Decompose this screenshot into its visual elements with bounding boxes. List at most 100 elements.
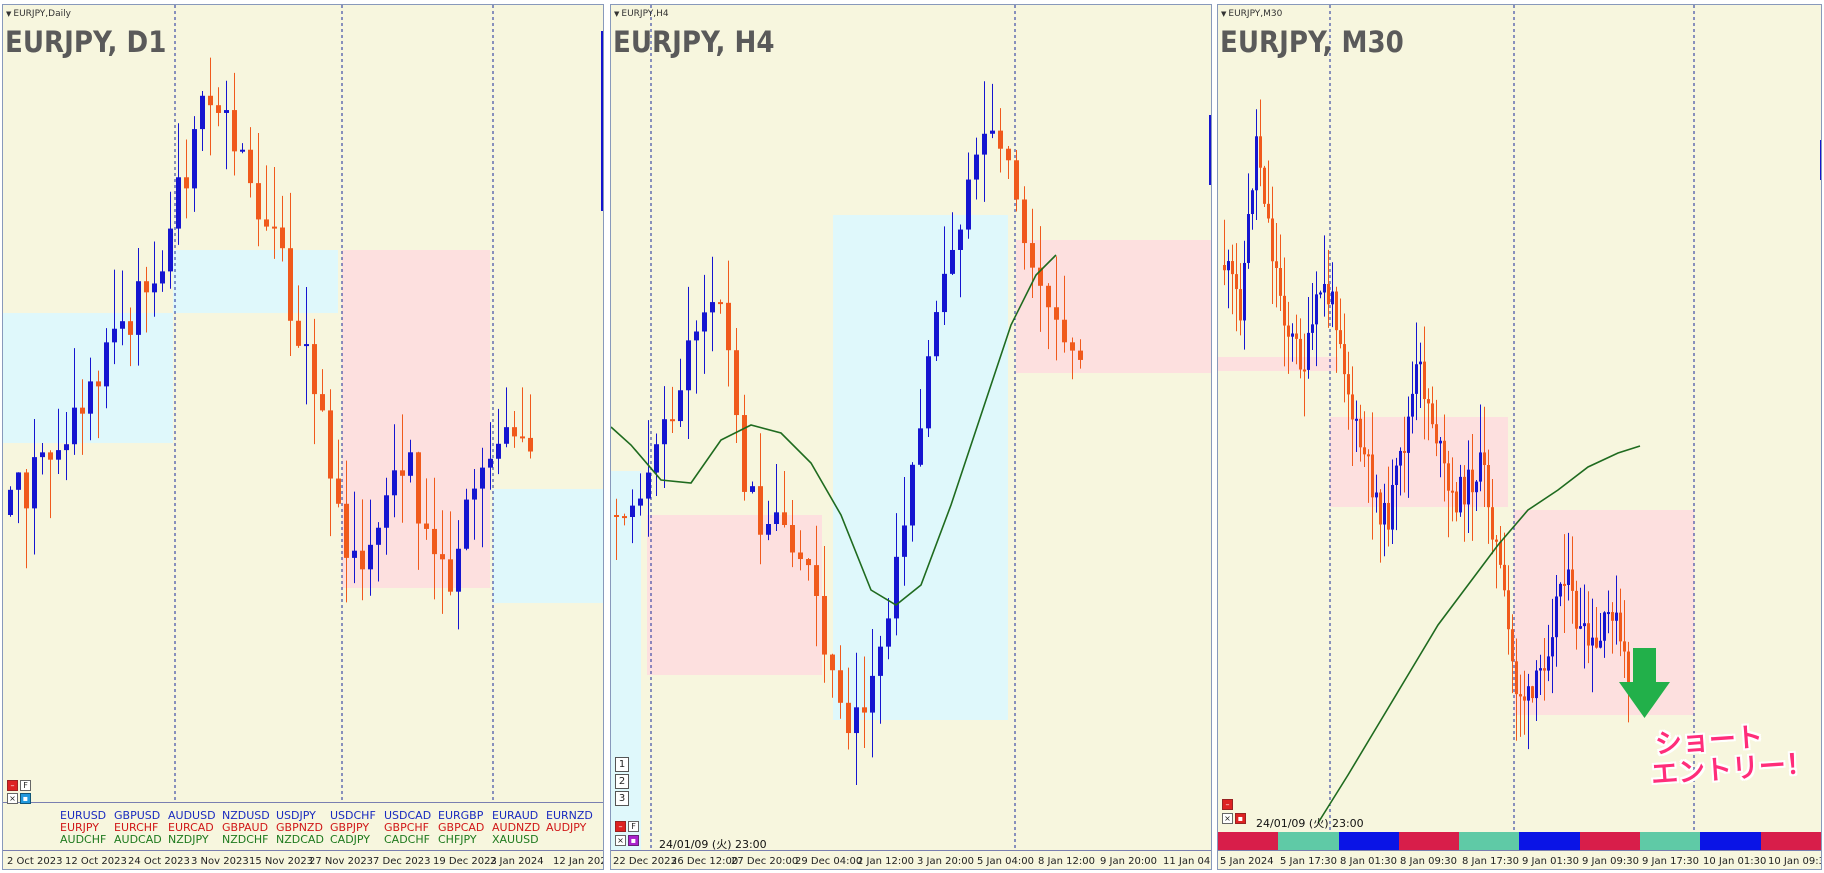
strength-segment — [1579, 832, 1641, 851]
close-icon[interactable]: × — [615, 835, 626, 846]
time-axis-label: 19 Dec 2023 — [433, 856, 497, 867]
strength-segment — [1338, 832, 1399, 851]
candle-body — [790, 525, 795, 553]
currency-pair-audchf[interactable]: AUDCHF — [60, 833, 107, 846]
candle-body — [1259, 136, 1262, 168]
candle-body — [288, 248, 293, 321]
candle-body — [982, 133, 987, 155]
chart-window-daily[interactable]: ▼ EURJPY,Daily EURJPY, D1 – F × ▪ EURUSD G… — [2, 4, 604, 870]
currency-pair-cadchf[interactable]: CADCHF — [384, 833, 430, 846]
settings-icon[interactable]: ▪ — [1235, 813, 1246, 824]
currency-pair-cadjpy[interactable]: CADJPY — [330, 833, 371, 846]
settings-icon[interactable]: ▪ — [20, 793, 31, 804]
currency-pair-euraud[interactable]: EURAUD — [492, 809, 539, 822]
currency-pair-nzdchf[interactable]: NZDCHF — [222, 833, 269, 846]
currency-pair-eurcad[interactable]: EURCAD — [168, 821, 214, 834]
h4-chart-canvas[interactable] — [611, 5, 1212, 870]
currency-pair-audusd[interactable]: AUDUSD — [168, 809, 216, 822]
chart-window-h4[interactable]: ▼ EURJPY,H4 EURJPY, H4 1 2 3 – F × ▪ 24/0… — [610, 4, 1212, 870]
candle-body — [1415, 364, 1418, 394]
strength-segment — [1519, 832, 1580, 851]
candle-body — [1483, 452, 1486, 466]
time-axis-label: 10 Jan 01:30 — [1703, 856, 1767, 867]
candle-body — [1427, 399, 1430, 404]
candle-body — [432, 528, 437, 555]
f-button[interactable]: F — [20, 780, 31, 791]
close-icon[interactable]: × — [7, 793, 18, 804]
candle-body — [1575, 590, 1578, 629]
currency-pair-xauusd[interactable]: XAUUSD — [492, 833, 539, 846]
timeframe-button-2[interactable]: 2 — [615, 774, 629, 789]
candle-body — [520, 436, 525, 439]
currency-pair-gbpusd[interactable]: GBPUSD — [114, 809, 161, 822]
candle-body — [328, 410, 333, 479]
datetime-label: 24/01/09 (火) 23:00 — [1256, 817, 1364, 830]
currency-pair-gbpchf[interactable]: GBPCHF — [384, 821, 429, 834]
candle-body — [1247, 214, 1250, 263]
currency-pair-audjpy[interactable]: AUDJPY — [546, 821, 587, 834]
candle-body — [64, 444, 69, 451]
close-icon[interactable]: × — [1222, 813, 1233, 824]
candle-body — [934, 312, 939, 357]
currency-pair-eurusd[interactable]: EURUSD — [60, 809, 107, 822]
currency-pair-eurgbp[interactable]: EURGBP — [438, 809, 484, 822]
currency-pair-eurnzd[interactable]: EURNZD — [546, 809, 593, 822]
candle-body — [1583, 623, 1586, 627]
f-button[interactable]: F — [628, 821, 639, 832]
candle-body — [1555, 596, 1558, 638]
range-box — [173, 250, 338, 313]
currency-pair-nzdcad[interactable]: NZDCAD — [276, 833, 324, 846]
candle-body — [854, 707, 859, 734]
candle-body — [344, 503, 349, 558]
candle-body — [16, 472, 21, 490]
candle-body — [184, 177, 189, 189]
timeframe-button-1[interactable]: 1 — [615, 757, 629, 772]
currency-pair-gbpcad[interactable]: GBPCAD — [438, 821, 485, 834]
candle-body — [264, 219, 269, 227]
minimize-icon[interactable]: – — [1222, 799, 1233, 810]
minimize-icon[interactable]: – — [615, 821, 626, 832]
candle-body — [1491, 507, 1494, 540]
minimize-icon[interactable]: – — [7, 780, 18, 791]
settings-icon[interactable]: ▪ — [628, 835, 639, 846]
currency-pair-eurjpy[interactable]: EURJPY — [60, 821, 99, 834]
candle-body — [1435, 424, 1438, 444]
range-box — [1218, 357, 1338, 371]
time-axis-label: 7 Dec 2023 — [373, 856, 431, 867]
candle-body — [742, 415, 747, 492]
currency-pair-gbpaud[interactable]: GBPAUD — [222, 821, 269, 834]
currency-pair-usdcad[interactable]: USDCAD — [384, 809, 432, 822]
currency-pair-audnzd[interactable]: AUDNZD — [492, 821, 541, 834]
candle-body — [1062, 319, 1067, 343]
candle-body — [376, 527, 381, 545]
currency-pair-chfjpy[interactable]: CHFJPY — [438, 833, 477, 846]
currency-pair-nzdjpy[interactable]: NZDJPY — [168, 833, 209, 846]
chart-window-m30[interactable]: ▼ EURJPY,M30 EURJPY, M30 – × ▪ 24/01/09 (… — [1217, 4, 1822, 870]
currency-pair-usdjpy[interactable]: USDJPY — [276, 809, 316, 822]
currency-pair-usdchf[interactable]: USDCHF — [330, 809, 376, 822]
candle-body — [368, 544, 373, 570]
candle-body — [926, 356, 931, 429]
candle-body — [1363, 447, 1366, 455]
currency-pair-eurchf[interactable]: EURCHF — [114, 821, 159, 834]
timeframe-button-3[interactable]: 3 — [615, 791, 629, 806]
currency-pair-audcad[interactable]: AUDCAD — [114, 833, 162, 846]
m30-chart-canvas[interactable] — [1218, 5, 1822, 870]
currency-pair-gbpnzd[interactable]: GBPNZD — [276, 821, 323, 834]
currency-pair-gbpjpy[interactable]: GBPJPY — [330, 821, 370, 834]
candle-body — [112, 328, 117, 343]
strength-segment — [1398, 832, 1460, 851]
candle-body — [1283, 295, 1286, 326]
candle-body — [1255, 136, 1258, 191]
currency-pair-nzdusd[interactable]: NZDUSD — [222, 809, 270, 822]
candle-body — [822, 595, 827, 655]
candle-body — [1303, 369, 1306, 372]
candle-body — [1571, 569, 1574, 591]
candle-body — [774, 512, 779, 525]
time-axis-label: 12 Jan 2024 — [553, 856, 603, 867]
candle-body — [1343, 344, 1346, 375]
candle-body — [1619, 612, 1622, 642]
time-axis-label: 27 Nov 2023 — [309, 856, 374, 867]
candle-body — [1563, 583, 1566, 586]
daily-chart-canvas[interactable] — [3, 5, 604, 870]
